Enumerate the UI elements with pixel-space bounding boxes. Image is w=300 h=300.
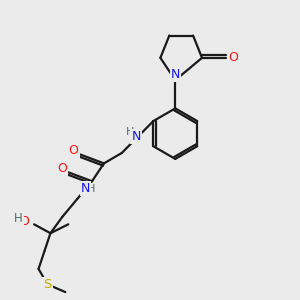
Text: O: O <box>69 143 79 157</box>
Text: O: O <box>20 215 30 228</box>
Text: O: O <box>228 51 238 64</box>
Text: O: O <box>57 162 67 175</box>
Text: H: H <box>126 127 134 136</box>
Text: H: H <box>14 212 23 225</box>
Text: H: H <box>87 184 95 194</box>
Text: N: N <box>80 182 90 195</box>
Text: N: N <box>171 68 180 81</box>
Text: S: S <box>43 278 52 291</box>
Text: N: N <box>131 130 141 143</box>
